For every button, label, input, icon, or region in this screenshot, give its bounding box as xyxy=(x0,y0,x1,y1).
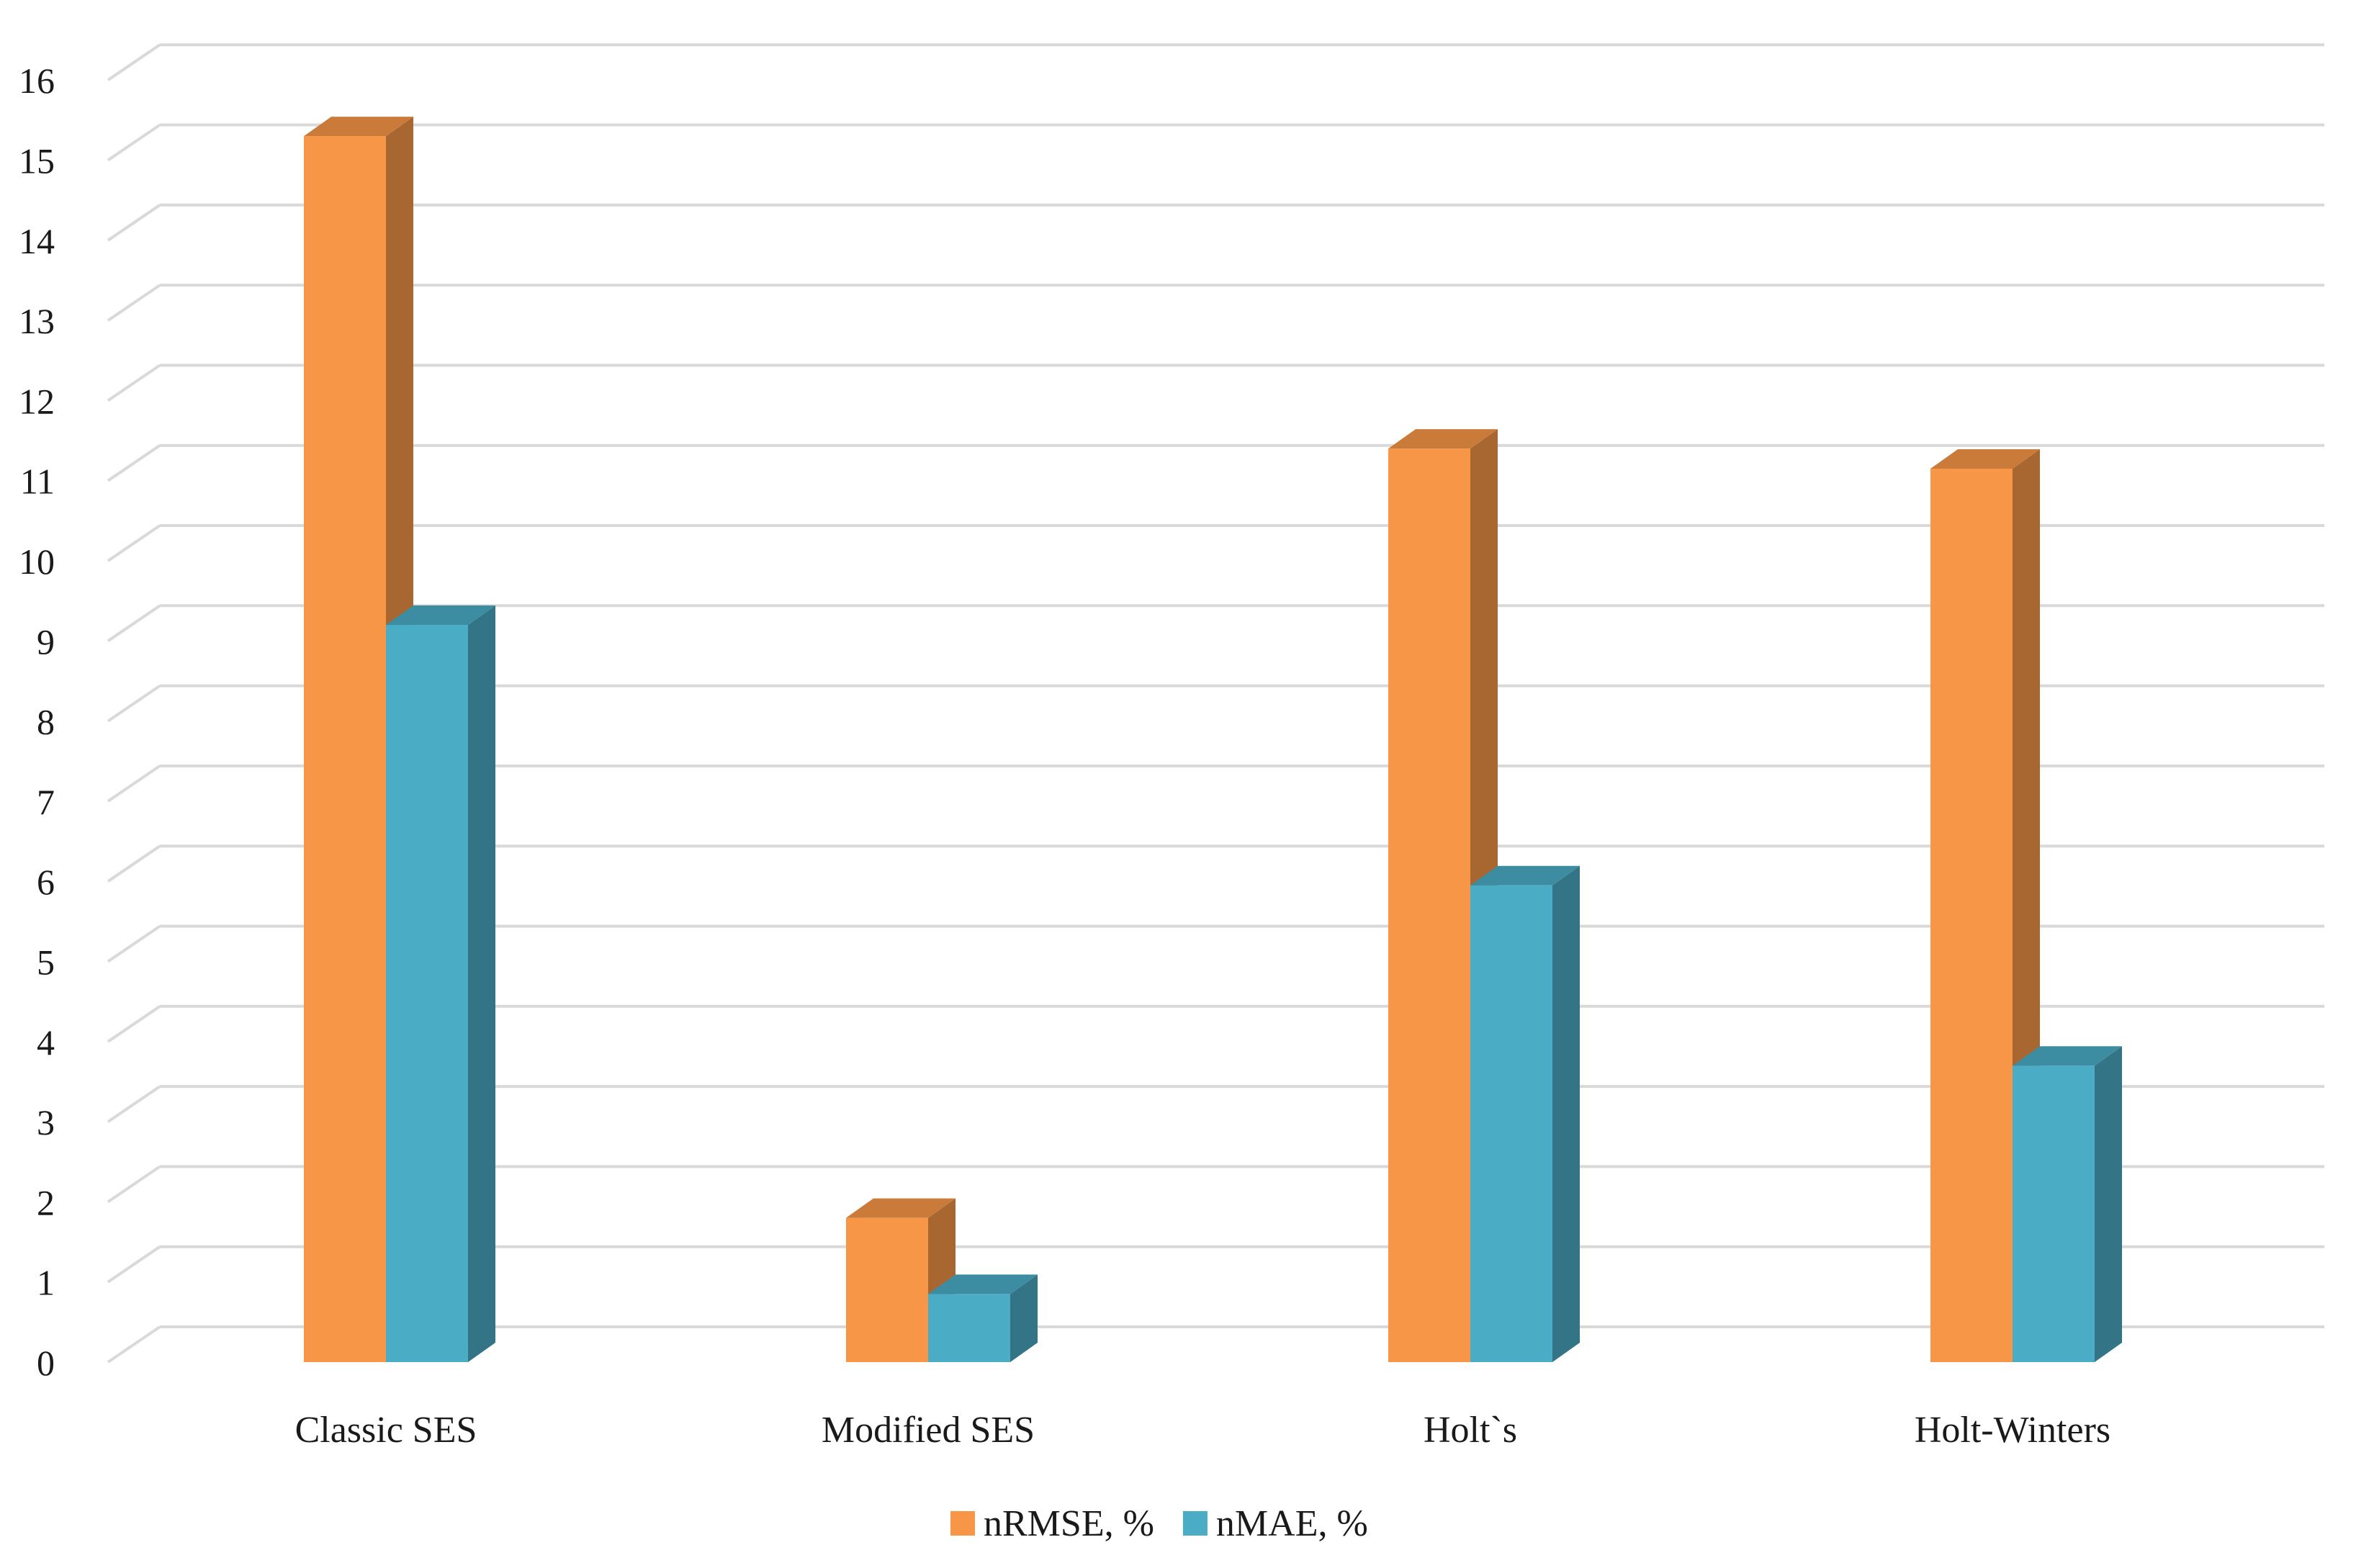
y-tick-label: 4 xyxy=(37,1022,55,1063)
bar-side xyxy=(468,605,495,1362)
bar xyxy=(1470,865,1580,1362)
bar-top xyxy=(1470,865,1580,886)
x-tick-label: Holt`s xyxy=(1424,1410,1517,1451)
gridline-side xyxy=(107,444,161,482)
gridline-side xyxy=(107,524,161,562)
bar-top xyxy=(846,1198,956,1218)
gridline-side xyxy=(107,924,161,963)
bar-top xyxy=(1388,429,1498,449)
bar-front xyxy=(928,1294,1010,1362)
bar-front xyxy=(1388,449,1470,1363)
gridline-side xyxy=(107,1325,161,1364)
y-tick-label: 7 xyxy=(37,782,55,822)
gridline-side xyxy=(107,1165,161,1204)
y-tick-label: 5 xyxy=(37,942,55,983)
bar-top xyxy=(928,1274,1038,1294)
bar-front xyxy=(304,136,386,1363)
y-tick-label: 10 xyxy=(19,541,55,582)
bar xyxy=(928,1274,1038,1362)
y-tick-label: 14 xyxy=(19,221,55,261)
x-tick-label: Holt-Winters xyxy=(1915,1410,2110,1451)
bar xyxy=(2013,1046,2122,1362)
bar-top xyxy=(2013,1046,2122,1066)
bar-front xyxy=(846,1217,928,1362)
gridline-side xyxy=(107,1085,161,1123)
y-tick-label: 3 xyxy=(37,1102,55,1143)
y-tick-label: 16 xyxy=(19,60,55,101)
bar-side xyxy=(2095,1046,2122,1362)
legend-item: nMAE, % xyxy=(1182,1503,1368,1544)
gridline-side xyxy=(107,204,161,242)
gridline-side xyxy=(107,684,161,723)
legend-swatch xyxy=(950,1511,975,1536)
gridline-side xyxy=(107,1245,161,1284)
y-tick-label: 8 xyxy=(37,702,55,742)
x-axis-ticks: Classic SES Modified SES Holt`s Holt-Winter… xyxy=(295,1410,2111,1451)
bar-front xyxy=(386,625,468,1362)
gridline-side xyxy=(107,364,161,402)
y-tick-label: 9 xyxy=(37,621,55,662)
gridline-side xyxy=(107,123,161,162)
gridline-side xyxy=(107,844,161,883)
y-tick-label: 13 xyxy=(19,301,55,341)
gridline-side xyxy=(107,765,161,803)
bar-front xyxy=(1470,885,1552,1362)
bar-top xyxy=(1930,449,2040,469)
bar-side xyxy=(1010,1274,1038,1362)
legend-swatch xyxy=(1182,1511,1208,1536)
bar-front xyxy=(1930,469,2013,1362)
y-tick-label: 15 xyxy=(19,141,55,181)
x-tick-label: Modified SES xyxy=(822,1410,1035,1451)
y-tick-label: 12 xyxy=(19,381,55,421)
x-tick-label: Classic SES xyxy=(295,1410,477,1451)
y-tick-label: 1 xyxy=(37,1263,55,1303)
bar-top xyxy=(304,117,413,137)
gridline-side xyxy=(107,43,161,81)
bar xyxy=(386,605,495,1362)
bars-layer xyxy=(304,117,2122,1363)
gridline-side xyxy=(107,1005,161,1043)
legend-label: nRMSE, % xyxy=(984,1503,1154,1544)
gridline-side xyxy=(107,284,161,322)
y-tick-label: 11 xyxy=(20,461,55,502)
bar-top xyxy=(386,605,495,626)
legend-label: nMAE, % xyxy=(1216,1503,1368,1544)
y-tick-label: 2 xyxy=(37,1182,55,1222)
legend: nRMSE, % nMAE, % xyxy=(950,1503,1368,1544)
legend-item: nRMSE, % xyxy=(950,1503,1154,1544)
bar-side xyxy=(1552,865,1580,1362)
bar-front xyxy=(2013,1065,2095,1362)
y-tick-label: 0 xyxy=(37,1343,55,1383)
gridline-side xyxy=(107,604,161,642)
y-tick-label: 6 xyxy=(37,862,55,902)
